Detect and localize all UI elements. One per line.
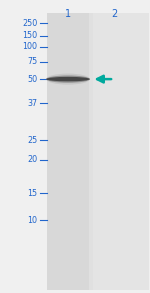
Bar xyxy=(93,13,149,290)
Ellipse shape xyxy=(46,77,90,81)
Ellipse shape xyxy=(46,76,90,83)
Text: 75: 75 xyxy=(27,57,38,66)
Bar xyxy=(47,13,89,290)
Text: 150: 150 xyxy=(22,31,38,40)
Text: 100: 100 xyxy=(22,42,38,51)
Text: 10: 10 xyxy=(27,216,38,225)
Text: 250: 250 xyxy=(22,19,38,28)
Ellipse shape xyxy=(46,74,90,85)
Bar xyxy=(47,13,149,290)
Text: 50: 50 xyxy=(27,75,38,84)
Text: 2: 2 xyxy=(111,9,117,19)
Text: 20: 20 xyxy=(27,155,38,164)
Text: 1: 1 xyxy=(65,9,71,19)
Text: 37: 37 xyxy=(27,99,38,108)
Text: 15: 15 xyxy=(27,189,38,198)
Text: 25: 25 xyxy=(27,136,38,144)
